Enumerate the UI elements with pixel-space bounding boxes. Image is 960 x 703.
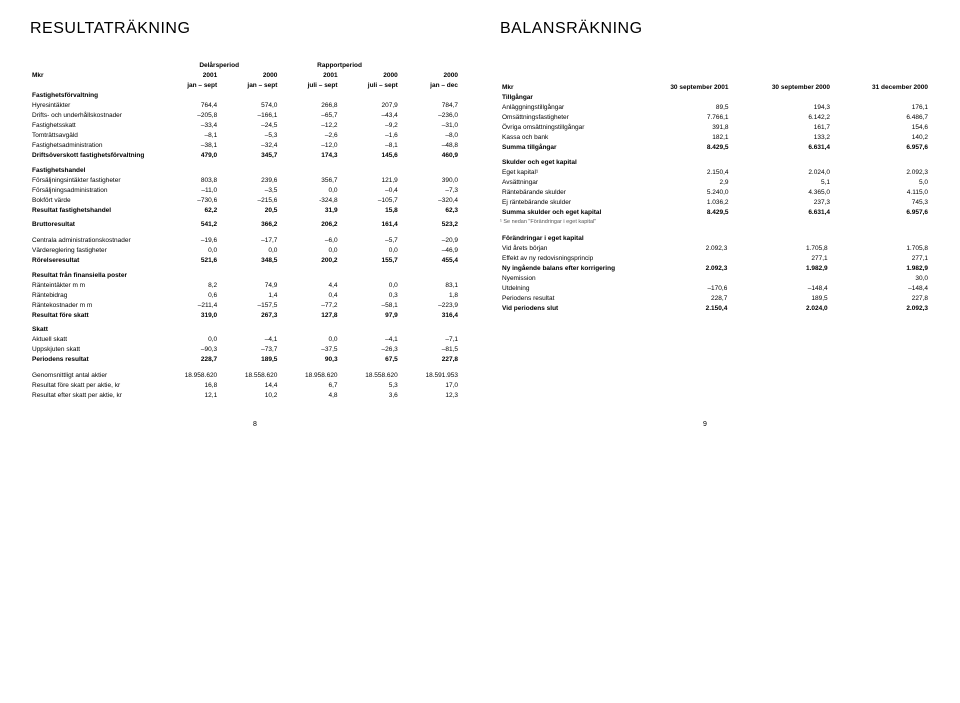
table-row: Skatt xyxy=(30,320,460,335)
table-row: Skulder och eget kapital xyxy=(500,153,930,168)
page-numbers: 8 9 xyxy=(30,421,930,428)
period-header-rapport: Rapportperiod xyxy=(279,60,399,70)
table-row: Effekt av ny redovisningsprincip277,1277… xyxy=(500,254,930,264)
page-num-right: 9 xyxy=(480,421,930,428)
table-row: Fastighetsadministration–38,1–32,4–12,0–… xyxy=(30,141,460,151)
table-row: Fastighetsskatt–33,4–24,5–12,2–9,2–31,0 xyxy=(30,121,460,131)
table-row: Utdelning–170,6–148,4–148,4 xyxy=(500,284,930,294)
table-row: Genomsnittligt antal aktier18.958.62018.… xyxy=(30,371,460,381)
balance-sheet-table: Mkr 30 september 2001 30 september 2000 … xyxy=(500,60,930,217)
footnote: ¹ Se nedan "Förändringar i eget kapital" xyxy=(500,219,930,225)
income-statement-table: Delårsperiod Rapportperiod Mkr 2001 2000… xyxy=(30,60,460,401)
table-row: Räntebidrag0,61,40,40,31,8 xyxy=(30,290,460,300)
table-row: Ej räntebärande skulder1.036,2237,3745,3 xyxy=(500,197,930,207)
period-header-delars: Delårsperiod xyxy=(159,60,279,70)
table-row: Uppskjuten skatt–90,3–73,7–37,5–26,3–81,… xyxy=(30,345,460,355)
table-row: Periodens resultat228,7189,590,367,5227,… xyxy=(30,355,460,365)
table-row: Vid årets början2.092,31.705,81.705,8 xyxy=(500,244,930,254)
table-row: Bruttoresultat541,2366,2206,2161,4523,2 xyxy=(30,215,460,230)
table-row: Försäljningsadministration–11,0–3,50,0–0… xyxy=(30,185,460,195)
left-page: RESULTATRÄKNING Delårsperiod Rapportperi… xyxy=(30,20,460,401)
table-row: Resultat fastighetshandel62,220,531,915,… xyxy=(30,205,460,215)
table-row: Resultat före skatt per aktie, kr16,814,… xyxy=(30,381,460,391)
table-row: Kassa och bank182,1133,2140,2 xyxy=(500,133,930,143)
table-row: Eget kapital¹2.150,42.024,02.092,3 xyxy=(500,167,930,177)
table-row: Resultat före skatt319,0267,3127,897,931… xyxy=(30,310,460,320)
table-row: Räntebärande skulder5.240,04.365,04.115,… xyxy=(500,187,930,197)
table-row: Periodens resultat228,7189,5227,8 xyxy=(500,294,930,304)
table-row: Avsättningar2,95,15,0 xyxy=(500,177,930,187)
table-row: Vid periodens slut2.150,42.024,02.092,3 xyxy=(500,304,930,314)
table-row: Ränteintäkter m m8,274,94,40,083,1 xyxy=(30,280,460,290)
col-mkr: Mkr xyxy=(30,70,159,80)
left-title: RESULTATRÄKNING xyxy=(30,20,460,38)
table-row: Nyemission30,0 xyxy=(500,274,930,284)
table-row: Räntekostnader m m–211,4–157,5–77,2–58,1… xyxy=(30,300,460,310)
equity-changes-table: Förändringar i eget kapitalVid årets bör… xyxy=(500,229,930,314)
table-row: Centrala administrationskostnader–19,6–1… xyxy=(30,236,460,246)
table-row: Förändringar i eget kapital xyxy=(500,229,930,244)
table-row: Summa tillgångar8.429,56.631,46.957,6 xyxy=(500,143,930,153)
table-row: Resultat från finansiella poster xyxy=(30,266,460,281)
table-row: Försäljningsintäkter fastigheter803,8239… xyxy=(30,175,460,185)
table-row: Fastighetsförvaltning xyxy=(30,90,460,101)
table-row: Hyresintäkter764,4574,0266,8207,9784,7 xyxy=(30,101,460,111)
table-row: Ny ingående balans efter korrigering2.09… xyxy=(500,264,930,274)
table-row: Fastighetshandel xyxy=(30,161,460,176)
table-row: Anläggningstillgångar89,5194,3176,1 xyxy=(500,103,930,113)
table-row: Värdereglering fastigheter0,00,00,00,0–4… xyxy=(30,246,460,256)
table-row: Driftsöverskott fastighetsförvaltning479… xyxy=(30,151,460,161)
table-row: Summa skulder och eget kapital8.429,56.6… xyxy=(500,207,930,217)
right-page: BALANSRÄKNING Mkr 30 september 2001 30 s… xyxy=(500,20,930,401)
table-row: Tomträttsavgäld–8,1–5,3–2,6–1,6–8,0 xyxy=(30,131,460,141)
table-row: Rörelseresultat521,6348,5200,2155,7455,4 xyxy=(30,256,460,266)
table-row: Bokfört värde–730,6–215,6-324,8–105,7–32… xyxy=(30,195,460,205)
right-title: BALANSRÄKNING xyxy=(500,20,930,38)
table-row: Övriga omsättningstillgångar391,8161,715… xyxy=(500,123,930,133)
table-row: Aktuell skatt0,0–4,10,0–4,1–7,1 xyxy=(30,335,460,345)
page-num-left: 8 xyxy=(30,421,480,428)
table-row: Omsättningsfastigheter7.766,16.142,26.48… xyxy=(500,113,930,123)
table-row: Drifts- och underhållskostnader–205,8–16… xyxy=(30,111,460,121)
table-row: Tillgångar xyxy=(500,92,930,103)
table-row: Resultat efter skatt per aktie, kr12,110… xyxy=(30,391,460,401)
